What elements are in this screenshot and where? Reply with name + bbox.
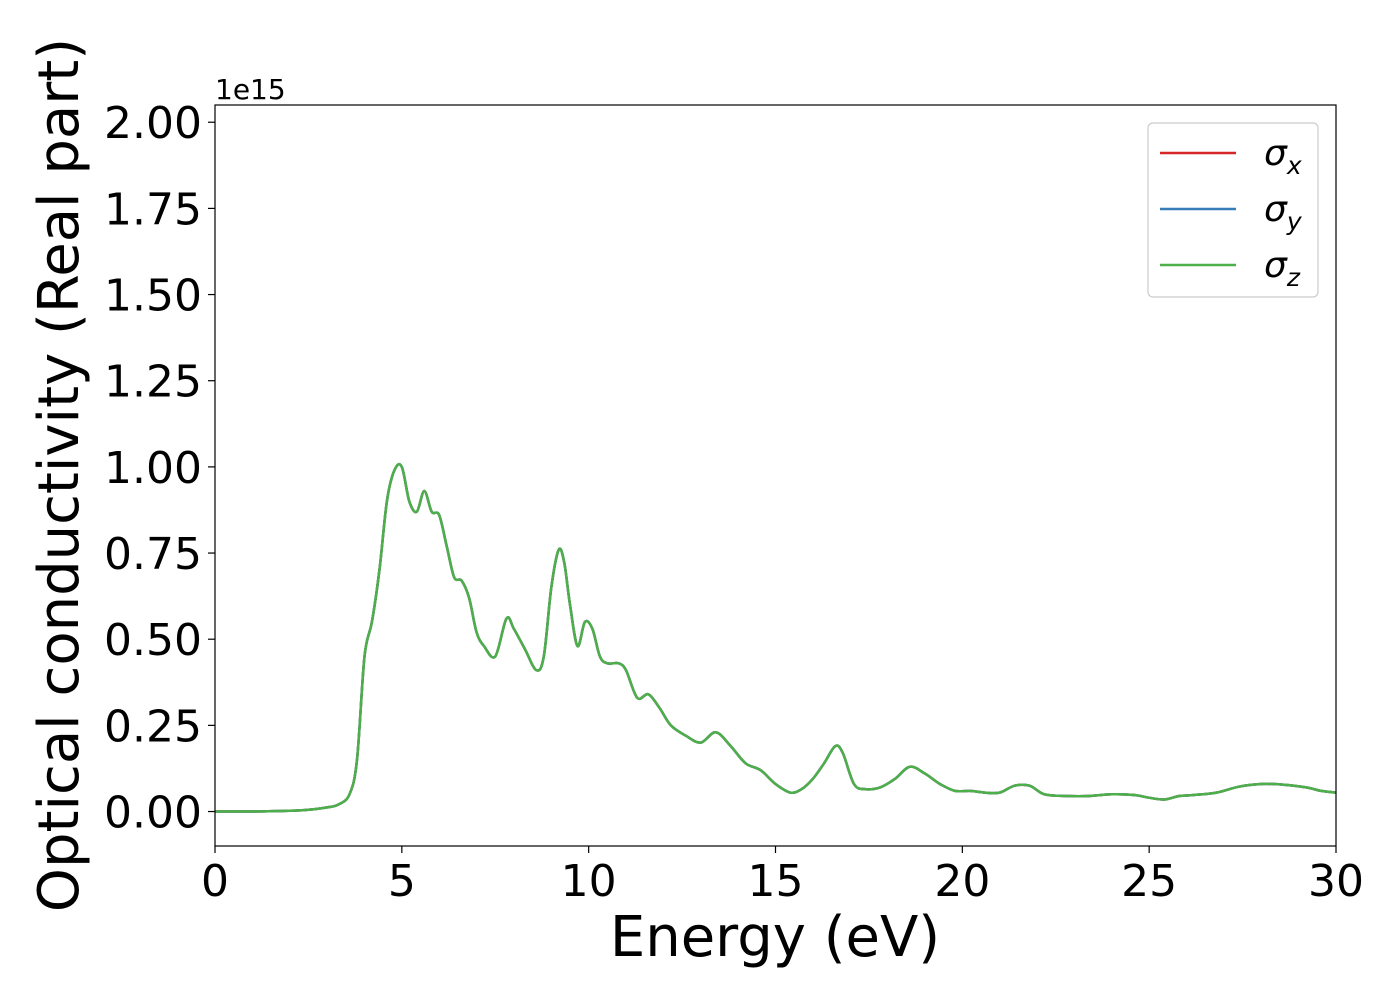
x-tick-label: 25 bbox=[1121, 856, 1177, 907]
y-tick-label: 1.50 bbox=[104, 271, 202, 322]
x-axis-ticks: 0 5 10 15 20 25 30 bbox=[201, 846, 1364, 907]
series-layer bbox=[215, 462, 1336, 813]
legend-label: σx bbox=[1264, 133, 1302, 180]
y-axis-ticks: 0.00 0.25 0.50 0.75 1.00 1.25 1.50 1.75 2.00 bbox=[104, 98, 215, 839]
y-tick-label: 2.00 bbox=[104, 98, 202, 149]
plot-frame bbox=[214, 104, 1337, 847]
x-tick-label: 0 bbox=[201, 856, 229, 907]
y-tick-label: 1.75 bbox=[104, 184, 202, 235]
y-offset-label: 1e15 bbox=[215, 73, 286, 106]
legend-label: σy bbox=[1264, 189, 1303, 236]
x-tick-label: 30 bbox=[1308, 856, 1364, 907]
y-tick-label: 1.25 bbox=[104, 357, 202, 408]
x-tick-label: 15 bbox=[748, 856, 804, 907]
x-tick-label: 10 bbox=[561, 856, 617, 907]
y-tick-label: 0.00 bbox=[104, 788, 202, 839]
y-axis-title: Optical conductivity (Real part) bbox=[27, 38, 92, 912]
y-tick-label: 0.75 bbox=[104, 529, 202, 580]
x-axis-title: Energy (eV) bbox=[610, 905, 940, 970]
y-tick-label: 0.50 bbox=[104, 615, 202, 666]
x-tick-label: 20 bbox=[934, 856, 990, 907]
x-tick-label: 5 bbox=[388, 856, 416, 907]
legend: σx σy σz bbox=[1147, 122, 1319, 298]
y-tick-label: 1.00 bbox=[104, 443, 202, 494]
y-tick-label: 0.25 bbox=[104, 701, 202, 752]
series-line-sigma-z bbox=[215, 462, 1336, 813]
legend-label: σz bbox=[1264, 245, 1301, 292]
